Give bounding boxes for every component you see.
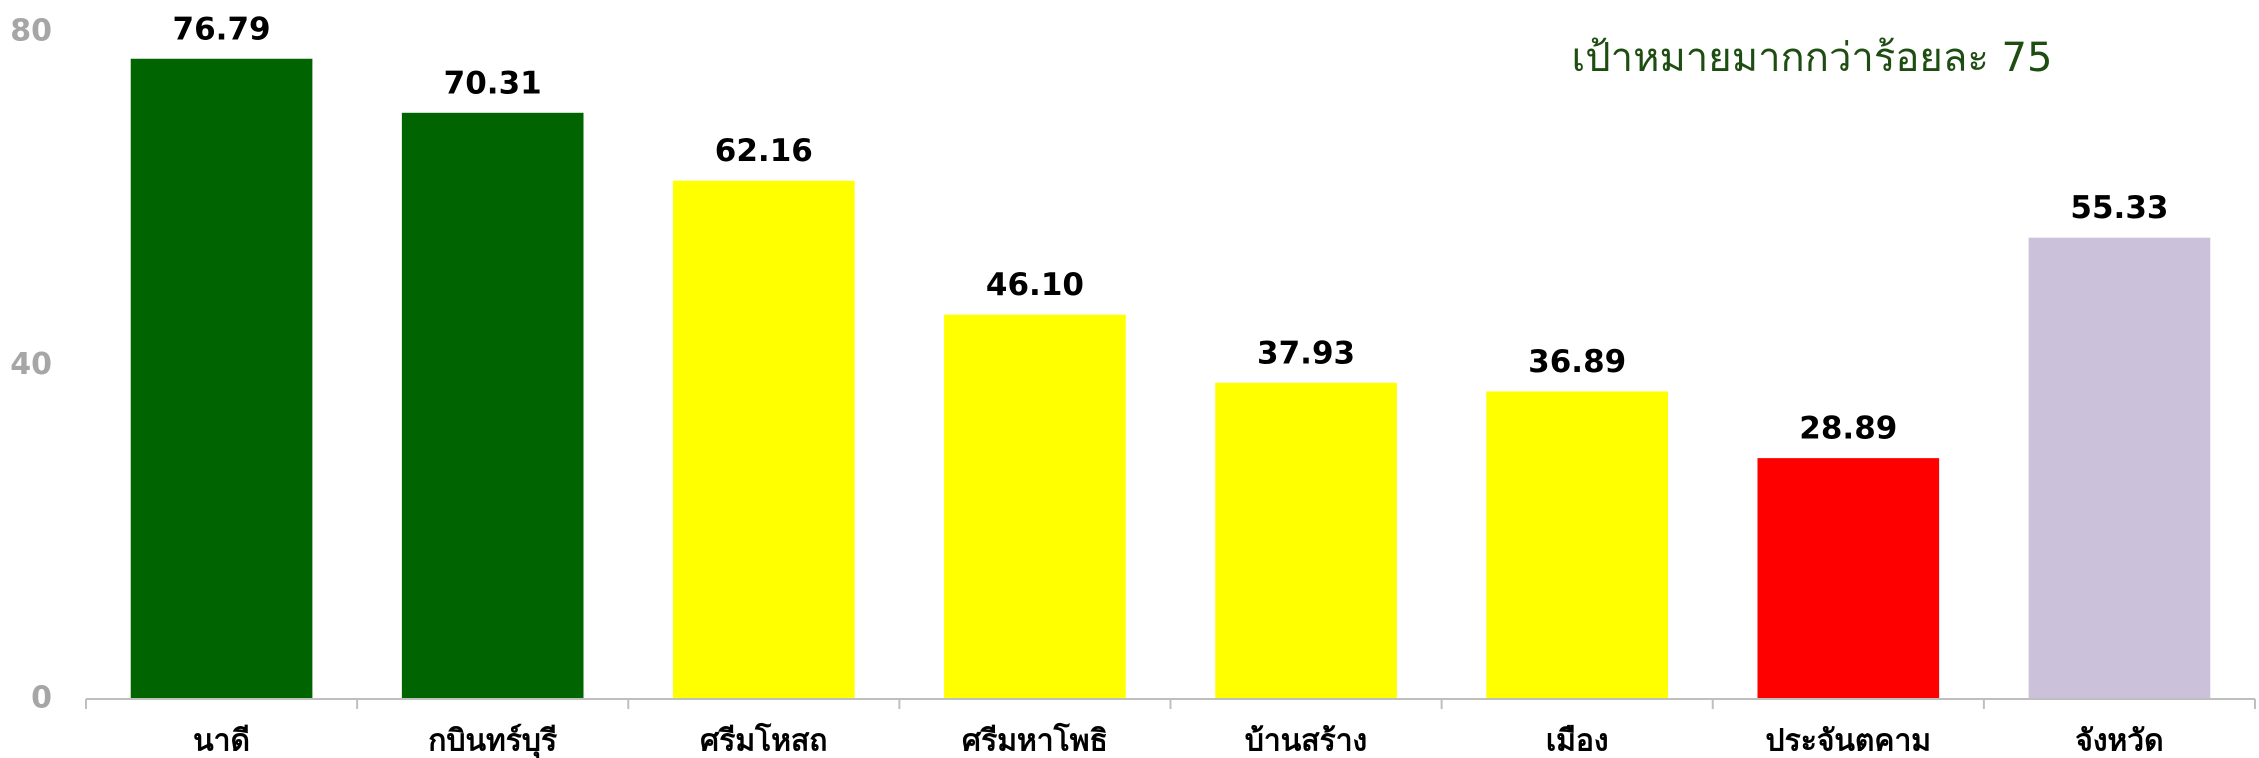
x-tick-label: เมือง	[1546, 724, 1609, 758]
bar	[1486, 391, 1669, 699]
value-label: 70.31	[444, 65, 542, 101]
value-label: 55.33	[2070, 190, 2168, 226]
bar	[2028, 237, 2211, 699]
bar	[401, 112, 584, 699]
value-label: 36.89	[1528, 344, 1626, 380]
x-tick-label: บ้านสร้าง	[1245, 724, 1367, 758]
x-tick-label: ศรีมโหสถ	[700, 722, 827, 758]
x-tick-label: นาดี	[193, 724, 250, 758]
y-tick-label: 40	[10, 347, 52, 382]
value-label: 28.89	[1799, 411, 1897, 447]
value-label: 46.10	[986, 267, 1084, 303]
bar	[130, 58, 313, 700]
annotation: เป้าหมายมากกว่าร้อยละ 75	[1572, 35, 2053, 81]
value-label: 62.16	[715, 133, 813, 169]
x-tick-label: จังหวัด	[2075, 724, 2163, 758]
x-tick-label: ประจันตคาม	[1766, 724, 1932, 758]
y-tick-label: 80	[10, 14, 52, 49]
bar	[1215, 382, 1397, 699]
y-tick-label: 0	[31, 681, 52, 716]
value-label: 76.79	[173, 11, 271, 47]
bar	[1757, 458, 1940, 699]
bar	[672, 180, 855, 700]
x-tick-label: ศรีมหาโพธิ	[962, 722, 1108, 758]
bar	[944, 314, 1126, 699]
x-tick-label: กบินทร์บุรี	[428, 724, 557, 758]
value-label: 37.93	[1257, 335, 1355, 371]
